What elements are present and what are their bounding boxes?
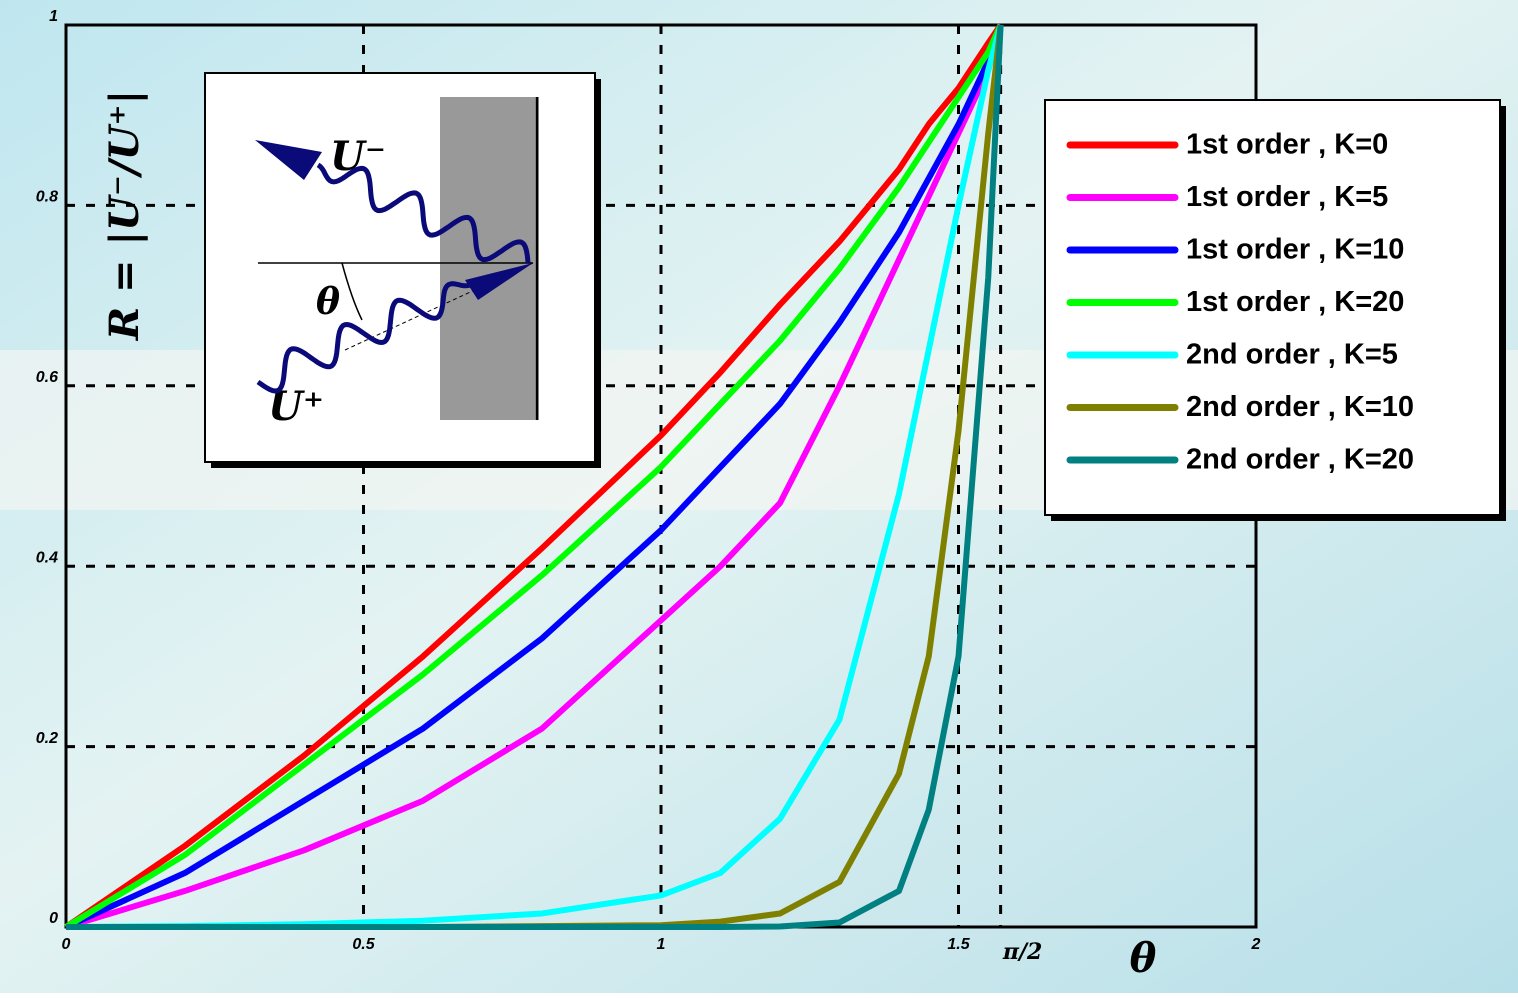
y-tick-label: 1 bbox=[49, 8, 58, 25]
x-tick-label: 0 bbox=[62, 936, 71, 953]
chart: U⁻ U⁺ θ 1st order , K=01st order , K=51s… bbox=[0, 0, 1518, 993]
x-tick-label: 1 bbox=[657, 936, 666, 953]
inset: U⁻ U⁺ θ bbox=[205, 73, 601, 468]
legend-label: 1st order , K=20 bbox=[1186, 286, 1404, 318]
legend-label: 2nd order , K=5 bbox=[1186, 339, 1398, 371]
legend-label: 2nd order , K=20 bbox=[1186, 444, 1414, 476]
x-axis-label: θ bbox=[1130, 935, 1157, 982]
y-tick-label: 0.6 bbox=[36, 369, 58, 386]
x-tick-label: 1.5 bbox=[947, 936, 970, 953]
x-tick-label: π/2 bbox=[1002, 939, 1042, 965]
x-tick-label: 0.5 bbox=[352, 936, 375, 953]
legend: 1st order , K=0 1st order , K=5 1st order … bbox=[1045, 100, 1506, 521]
y-tick-label: 0.4 bbox=[36, 549, 58, 566]
y-tick-label: 0.2 bbox=[36, 730, 58, 747]
legend-label: 1st order , K=10 bbox=[1186, 234, 1404, 266]
y-tick-label: 0.8 bbox=[36, 189, 58, 206]
inset-label: U⁻ bbox=[330, 133, 386, 180]
y-tick-label: 0 bbox=[49, 910, 58, 927]
x-tick-label: 2 bbox=[1251, 936, 1261, 953]
legend-label: 1st order , K=0 bbox=[1186, 129, 1388, 161]
legend-label: 1st order , K=5 bbox=[1186, 181, 1388, 213]
inset-label: θ bbox=[316, 281, 340, 323]
y-axis-label: R = |U⁻/U⁺| bbox=[101, 90, 148, 341]
legend-label: 2nd order , K=10 bbox=[1186, 391, 1414, 423]
